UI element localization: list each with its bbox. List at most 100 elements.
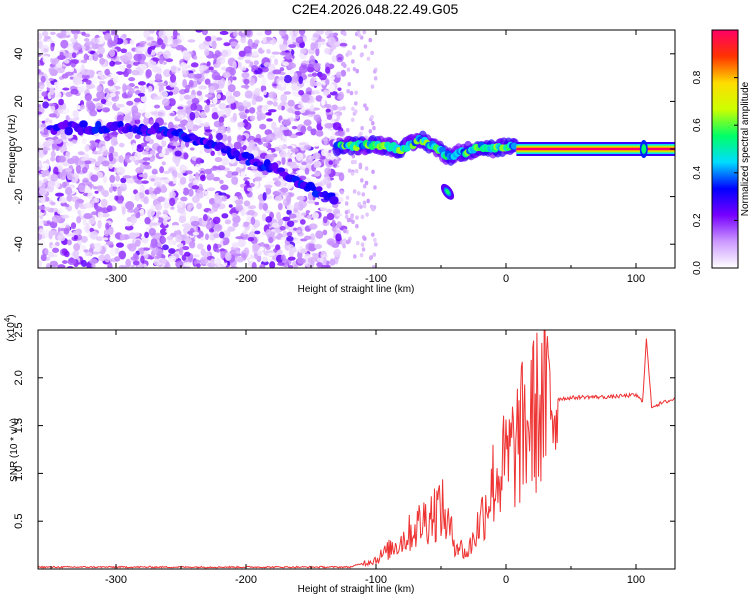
noise-speckle xyxy=(180,62,187,69)
colorbar-gradient xyxy=(712,30,738,268)
y-tick-label: 2.5 xyxy=(13,322,25,337)
colorbar-tick-label: 0.0 xyxy=(692,261,703,275)
noise-speckle xyxy=(73,32,78,40)
noise-speckle xyxy=(134,193,140,202)
noise-speckle xyxy=(176,187,184,194)
noise-speckle xyxy=(105,222,110,230)
noise-speckle xyxy=(323,136,328,146)
noise-speckle xyxy=(187,39,196,43)
noise-speckle xyxy=(247,237,255,242)
noise-speckle xyxy=(307,257,317,264)
noise-speckle xyxy=(317,38,326,42)
noise-speckle xyxy=(290,148,299,153)
noise-speckle xyxy=(282,230,288,238)
noise-speckle xyxy=(157,38,164,46)
noise-speckle xyxy=(186,72,196,79)
noise-speckle xyxy=(201,30,208,36)
noise-speckle xyxy=(337,196,344,203)
noise-speckle xyxy=(162,50,171,59)
snr-x-ticks: -300 -200 -100 0 100 xyxy=(50,330,645,586)
colorbar-label: Normalized spectral amplitude xyxy=(740,81,750,216)
noise-speckle xyxy=(362,203,367,209)
noise-speckle xyxy=(65,167,73,173)
noise-speckle xyxy=(360,242,365,247)
noise-speckle xyxy=(101,145,107,152)
noise-speckle xyxy=(92,52,99,62)
noise-speckle xyxy=(252,242,261,252)
noise-speckle xyxy=(334,131,342,136)
noise-speckle xyxy=(288,225,297,234)
noise-speckle xyxy=(156,145,163,153)
noise-speckle xyxy=(42,147,51,151)
noise-speckle xyxy=(284,52,293,60)
noise-speckle xyxy=(254,176,263,182)
noise-speckle xyxy=(50,150,56,158)
noise-speckle xyxy=(373,69,377,74)
noise-speckle xyxy=(143,30,151,39)
noise-speckle xyxy=(233,141,242,150)
noise-speckle xyxy=(253,60,259,66)
noise-speckle xyxy=(253,137,262,143)
noise-speckle xyxy=(140,64,148,71)
noise-speckle xyxy=(152,246,159,255)
noise-speckle xyxy=(80,59,88,64)
noise-speckle xyxy=(208,228,215,233)
noise-speckle xyxy=(267,100,274,105)
noise-speckle xyxy=(54,181,61,188)
noise-speckle xyxy=(262,202,269,211)
noise-speckle xyxy=(359,252,364,258)
noise-speckle xyxy=(283,91,292,95)
trace-blob xyxy=(329,196,339,205)
noise-speckle xyxy=(263,243,270,248)
noise-speckle xyxy=(177,106,184,110)
noise-speckle xyxy=(313,114,321,122)
noise-speckle xyxy=(287,145,293,149)
noise-speckle xyxy=(135,167,144,174)
noise-speckle xyxy=(140,94,149,103)
noise-speckle xyxy=(244,109,250,114)
noise-speckle xyxy=(374,242,378,247)
noise-speckle xyxy=(93,186,98,190)
noise-speckle xyxy=(38,111,43,115)
noise-speckle xyxy=(283,74,292,84)
figure-title: C2E4.2026.048.22.49.G05 xyxy=(292,1,459,17)
noise-speckle xyxy=(313,161,320,169)
noise-speckle xyxy=(294,30,299,37)
noise-speckle xyxy=(153,96,162,100)
noise-speckle xyxy=(48,113,58,118)
noise-speckle xyxy=(47,180,56,188)
noise-speckle xyxy=(123,73,129,78)
noise-speckle xyxy=(275,211,282,221)
noise-speckle xyxy=(85,41,95,46)
y-tick-label: 1.0 xyxy=(13,466,25,481)
noise-speckle xyxy=(211,40,217,50)
noise-speckle xyxy=(118,155,124,164)
noise-speckle xyxy=(371,264,376,268)
noise-speckle xyxy=(67,51,74,60)
noise-speckle xyxy=(120,216,129,223)
noise-speckle xyxy=(132,253,139,259)
noise-speckle xyxy=(221,50,229,58)
noise-speckle xyxy=(291,35,296,41)
noise-speckle xyxy=(342,63,347,69)
noise-speckle xyxy=(60,30,67,37)
noise-speckle xyxy=(175,234,182,243)
noise-speckle xyxy=(198,85,208,90)
noise-speckle xyxy=(278,30,287,37)
noise-speckle xyxy=(342,31,347,37)
noise-speckle xyxy=(97,30,107,33)
noise-speckle xyxy=(364,180,369,186)
noise-speckle xyxy=(150,222,158,226)
noise-speckle xyxy=(109,131,119,136)
y-tick-label: -20 xyxy=(13,189,25,205)
noise-speckle xyxy=(192,254,200,258)
noise-speckle xyxy=(324,167,332,175)
noise-speckle xyxy=(261,77,267,86)
noise-speckle xyxy=(166,32,172,38)
noise-speckle xyxy=(288,213,297,219)
noise-speckle xyxy=(220,250,226,260)
noise-speckle xyxy=(215,248,221,253)
noise-speckle xyxy=(369,255,374,260)
noise-speckle xyxy=(180,140,186,150)
noise-speckle xyxy=(65,115,70,122)
